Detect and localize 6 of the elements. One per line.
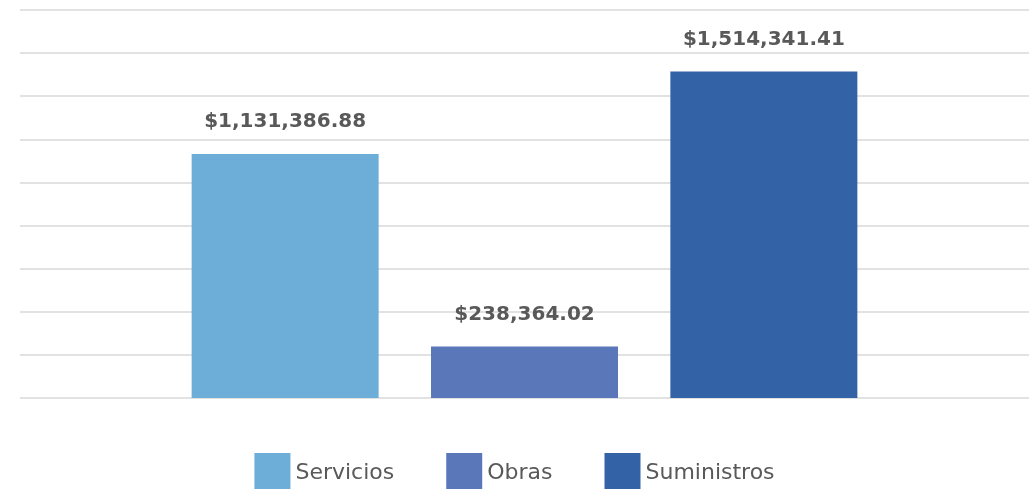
data-label: $1,514,341.41: [682, 25, 845, 50]
data-label: $1,131,386.88: [204, 108, 367, 133]
legend-label: Suministros: [645, 458, 775, 484]
legend-label: Servicios: [295, 458, 395, 484]
legend-label: Obras: [487, 458, 553, 484]
data-label: $238,364.02: [454, 300, 595, 325]
